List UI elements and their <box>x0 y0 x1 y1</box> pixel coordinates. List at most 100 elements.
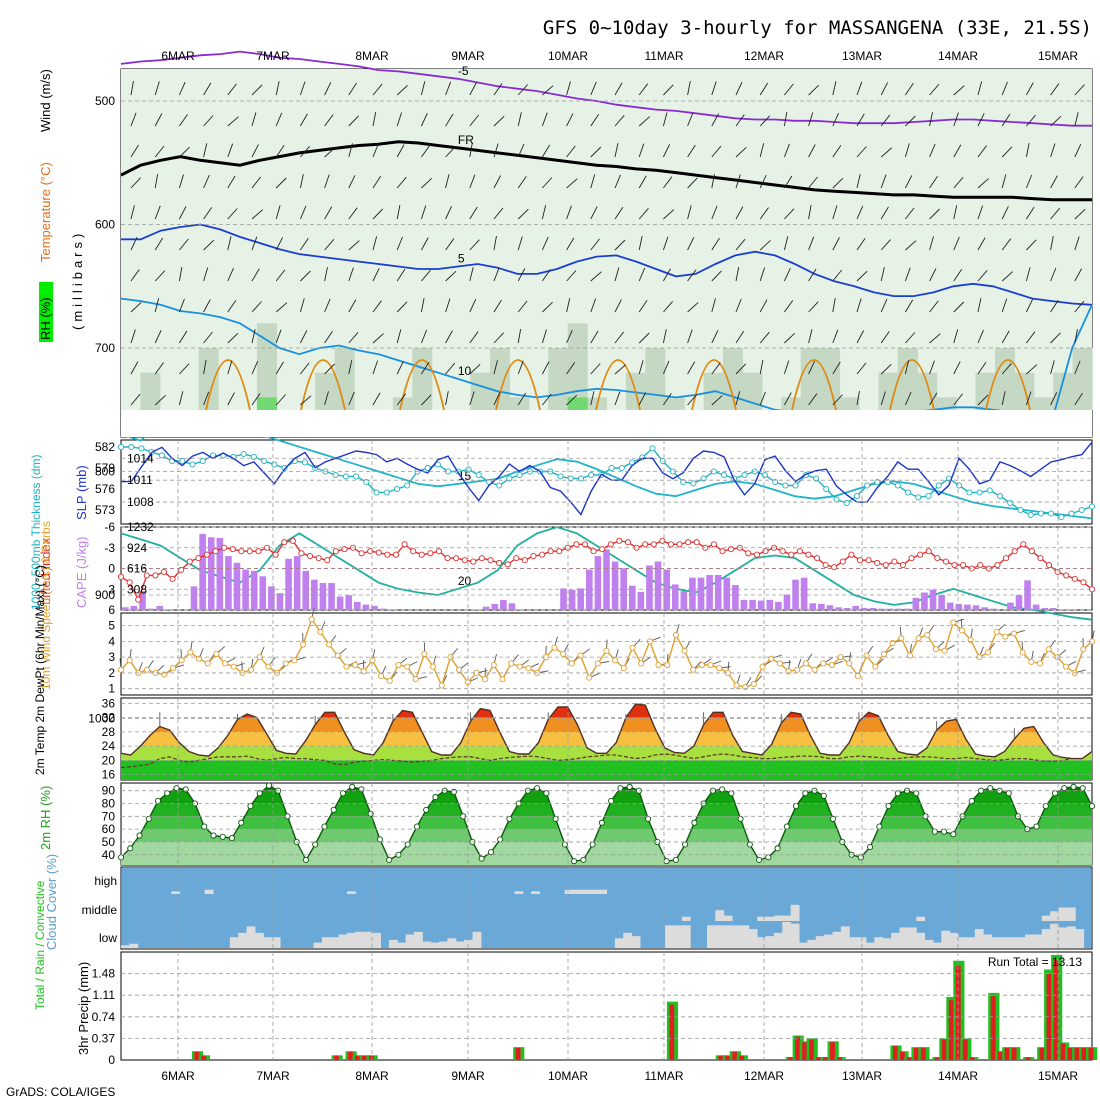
wind-barb <box>445 205 452 220</box>
cloud-low-bar <box>966 937 976 948</box>
precip-convective-bar <box>1088 1047 1094 1060</box>
rh-50-cell <box>489 348 510 410</box>
rh2m-point <box>626 783 633 790</box>
wind-barb <box>299 330 308 344</box>
wind10-point <box>1045 646 1052 653</box>
lifted-index-point <box>728 546 735 553</box>
cape-tick-label: 924 <box>127 541 147 555</box>
axes-layer: 50060070080090010006MAR6MAR7MAR7MAR8MAR8… <box>82 49 1092 1083</box>
top-date-label: 10MAR <box>548 49 588 63</box>
cape-bar <box>311 579 318 610</box>
cape-bar <box>328 583 335 610</box>
cloud-middle-bar <box>1066 907 1076 921</box>
precip-tick-label: 1.11 <box>93 988 116 1002</box>
cape-bar <box>482 606 490 610</box>
rh2m-point <box>774 845 781 852</box>
lifted-index-point <box>951 561 958 569</box>
wind-barb <box>904 175 913 189</box>
wind10-axis-label: 10m Wind Speed (m/s) & Barbs <box>39 521 53 690</box>
lifted-index-point <box>616 537 623 544</box>
lifted-index-point <box>607 541 614 548</box>
cloud-middle-bar <box>681 916 691 921</box>
cape-bar <box>586 569 593 610</box>
wind10-point <box>404 663 411 670</box>
temperature-axis-label: 2m Temp 2m DewPt (6hr Min/Max) (°C) <box>33 565 47 775</box>
cloud-low-bar <box>271 937 281 948</box>
cloud-low-bar <box>455 941 465 948</box>
wind-barb <box>832 177 844 189</box>
wind-barb <box>1074 112 1079 127</box>
lifted-index-point <box>831 564 838 571</box>
isotherm-25-tongue <box>691 359 737 411</box>
cape-bar <box>800 577 808 610</box>
wind-barb <box>590 146 602 158</box>
wind10-point <box>560 650 567 658</box>
wind10-point <box>820 660 827 667</box>
lifted-index-point <box>367 548 374 555</box>
wind-barb <box>372 236 378 251</box>
wind10-point <box>958 627 966 634</box>
lifted-index-point <box>255 548 262 555</box>
wind-barb <box>1050 207 1061 220</box>
thickness-point <box>925 492 932 500</box>
wind-barb <box>1026 82 1034 96</box>
rh2m-point <box>506 815 513 822</box>
wind-barb <box>469 82 477 96</box>
wind-barb <box>324 331 333 344</box>
wind10-point <box>213 650 220 658</box>
wind-barb <box>759 174 767 189</box>
wind-barb <box>808 112 814 127</box>
cloud-low-bar <box>1041 929 1051 948</box>
wind-barb <box>784 300 794 313</box>
wind-barb <box>735 238 746 251</box>
rh2m-point <box>719 786 726 793</box>
temperature-legend-label: Temperature (°C) <box>38 162 53 262</box>
rh2m-point <box>598 819 605 826</box>
lifted-index-point <box>478 555 485 562</box>
wind-barb <box>178 81 186 96</box>
cloud-low-bar <box>874 937 884 948</box>
wind-barb <box>808 236 815 251</box>
wind10-point <box>490 661 497 669</box>
precip-convective-bar <box>1060 1043 1066 1060</box>
wind-barb <box>929 112 933 127</box>
wind-barb <box>711 237 720 251</box>
wind-barb <box>977 270 988 282</box>
rh2m-point <box>497 836 504 843</box>
wind-barb <box>638 236 643 251</box>
pressure-tick-label: 700 <box>95 341 115 355</box>
cape-bar <box>938 595 945 610</box>
thickness-point <box>966 489 973 496</box>
cloud-low-bar <box>631 936 641 948</box>
wind-barb <box>227 236 232 251</box>
cloud-low-bar <box>715 925 725 948</box>
wind-barb <box>687 329 693 344</box>
cloud-low-bar <box>430 942 440 948</box>
wind-barb <box>275 269 286 282</box>
cloud-low-bar <box>372 932 381 948</box>
cloud-high-bar <box>589 889 599 894</box>
wind-barb <box>662 236 669 251</box>
lifted-index-point <box>152 572 159 579</box>
wind-barb <box>590 271 602 282</box>
lifted-index-point <box>401 541 408 548</box>
cape-bar <box>826 605 834 610</box>
wind-barb <box>880 239 891 251</box>
wind-barb <box>445 113 454 127</box>
millibars-axis-label: (millibars) <box>70 230 85 330</box>
isotherm-15 <box>120 414 1093 520</box>
temperature-tick-label: 16 <box>102 768 116 782</box>
wind-barb <box>1074 329 1078 344</box>
rh2m-point <box>423 806 430 813</box>
rh2m-point <box>571 858 578 865</box>
wind-barb <box>372 83 383 96</box>
wind-barb <box>687 237 695 251</box>
thickness-point <box>823 485 830 493</box>
wind-barb <box>154 237 164 251</box>
cape-bar <box>835 607 842 610</box>
lifted-index-point <box>865 557 872 564</box>
wind-barb <box>759 331 770 344</box>
precip-convective-bar <box>739 1055 745 1060</box>
temperature-tick-label: 20 <box>102 753 116 767</box>
wind10-point <box>1080 646 1087 653</box>
